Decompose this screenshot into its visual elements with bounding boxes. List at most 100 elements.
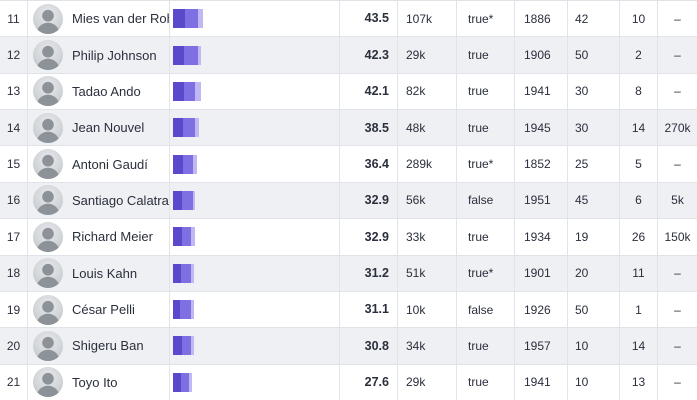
trend-bar-cell — [170, 146, 340, 182]
architect-cell: Antoni Gaudí — [28, 146, 170, 182]
flag-cell: true* — [457, 255, 515, 291]
mini-bar-chart — [173, 300, 194, 320]
extra-cell: 270k — [664, 120, 691, 135]
score-cell: 32.9 — [340, 182, 398, 219]
year-cell: 1957 — [515, 328, 568, 364]
flag-cell: true — [457, 364, 515, 400]
score-cell: 27.6 — [340, 364, 398, 400]
avatar — [33, 258, 63, 289]
score-cell: 38.5 — [340, 110, 398, 146]
trend-bar-cell — [170, 219, 340, 255]
table-row[interactable]: 19 César Pelli 31.1 10k false 1926 50 1 … — [0, 291, 697, 329]
extra-cell: – — [674, 338, 681, 353]
year-cell: 1852 — [515, 146, 568, 182]
num-a-cell: 30 — [568, 73, 620, 110]
num-a-cell: 20 — [568, 255, 620, 291]
table-row[interactable]: 20 Shigeru Ban 30.8 34k true 1957 10 14 … — [0, 328, 697, 365]
rank-cell: 16 — [0, 182, 28, 219]
table-row[interactable]: 17 Richard Meier 32.9 33k true 1934 19 2… — [0, 219, 697, 256]
mini-bar-chart — [173, 81, 201, 101]
num-b-cell: 11 — [620, 255, 658, 291]
extra-cell: – — [674, 48, 681, 63]
trend-bar-cell — [170, 291, 340, 328]
extra-cell: – — [674, 266, 681, 281]
num-a-cell: 50 — [568, 291, 620, 328]
rank-value: 12 — [6, 48, 21, 63]
architect-cell: Santiago Calatrava — [28, 182, 170, 219]
rank-cell: 11 — [0, 1, 28, 37]
architect-name: Mies van der Rohe — [72, 11, 169, 27]
rank-value: 15 — [6, 157, 21, 172]
rank-value: 11 — [7, 11, 20, 26]
table-row[interactable]: 15 Antoni Gaudí 36.4 289k true* 1852 25 … — [0, 146, 697, 183]
flag-cell: true — [457, 73, 515, 110]
architect-cell: Louis Kahn — [28, 255, 170, 291]
architect-name: Jean Nouvel — [72, 120, 145, 136]
extra-cell: 5k — [671, 193, 684, 208]
table-row[interactable]: 14 Jean Nouvel 38.5 48k true 1945 30 14 … — [0, 110, 697, 147]
mini-bar-chart — [173, 263, 194, 283]
extra-cell: – — [674, 302, 681, 317]
rank-value: 21 — [6, 375, 21, 390]
num-b-cell: 2 — [620, 37, 658, 73]
flag-cell: true — [457, 110, 515, 146]
architect-cell: César Pelli — [28, 291, 170, 328]
architect-cell: Tadao Ando — [28, 73, 170, 110]
year-cell: 1886 — [515, 1, 568, 37]
trend-bar-cell — [170, 182, 340, 219]
trend-bar-cell — [170, 110, 340, 146]
score-cell: 32.9 — [340, 219, 398, 255]
rank-cell: 18 — [0, 255, 28, 291]
avatar — [33, 40, 63, 71]
count-cell: 29k — [398, 37, 457, 73]
num-a-cell: 10 — [568, 364, 620, 400]
avatar — [33, 112, 63, 143]
table-row[interactable]: 18 Louis Kahn 31.2 51k true* 1901 20 11 … — [0, 255, 697, 292]
year-cell: 1926 — [515, 291, 568, 328]
rank-cell: 12 — [0, 37, 28, 73]
count-cell: 29k — [398, 364, 457, 400]
trend-bar-cell — [170, 73, 340, 110]
mini-bar-chart — [173, 118, 199, 138]
rank-cell: 13 — [0, 73, 28, 110]
flag-cell: true — [457, 328, 515, 364]
count-cell: 34k — [398, 328, 457, 364]
table-row[interactable]: 21 Toyo Ito 27.6 29k true 1941 10 13 – — [0, 364, 697, 400]
extra-cell: – — [674, 375, 681, 390]
avatar — [33, 294, 63, 325]
rank-value: 13 — [6, 84, 21, 99]
num-b-cell: 13 — [620, 364, 658, 400]
flag-cell: true — [457, 37, 515, 73]
table-row[interactable]: 16 Santiago Calatrava 32.9 56k false 195… — [0, 182, 697, 220]
trend-bar-cell — [170, 37, 340, 73]
score-cell: 31.2 — [340, 255, 398, 291]
rank-cell: 20 — [0, 328, 28, 364]
num-b-cell: 14 — [620, 110, 658, 146]
num-b-cell: 5 — [620, 146, 658, 182]
architect-name: Santiago Calatrava — [72, 192, 169, 208]
rank-value: 16 — [6, 193, 21, 208]
mini-bar-chart — [173, 9, 203, 29]
extra-cell: – — [674, 157, 681, 172]
num-b-cell: 10 — [620, 1, 658, 37]
flag-cell: true* — [457, 1, 515, 37]
trend-bar-cell — [170, 364, 340, 400]
table-row[interactable]: 13 Tadao Ando 42.1 82k true 1941 30 8 – — [0, 73, 697, 111]
trend-bar-cell — [170, 328, 340, 364]
avatar — [33, 3, 63, 34]
rank-value: 14 — [6, 120, 21, 135]
avatar — [33, 330, 63, 361]
table-row[interactable]: 12 Philip Johnson 42.3 29k true 1906 50 … — [0, 37, 697, 74]
architect-name: Louis Kahn — [72, 265, 138, 281]
num-b-cell: 8 — [620, 73, 658, 110]
architect-name: Shigeru Ban — [72, 338, 144, 354]
architect-cell: Philip Johnson — [28, 37, 170, 73]
avatar — [33, 149, 63, 180]
rank-cell: 19 — [0, 291, 28, 328]
count-cell: 289k — [398, 146, 457, 182]
architect-cell: Mies van der Rohe — [28, 1, 170, 37]
table-row[interactable]: 11 Mies van der Rohe 43.5 107k true* 188… — [0, 1, 697, 38]
score-cell: 36.4 — [340, 146, 398, 182]
count-cell: 107k — [398, 1, 457, 37]
mini-bar-chart — [173, 154, 197, 174]
